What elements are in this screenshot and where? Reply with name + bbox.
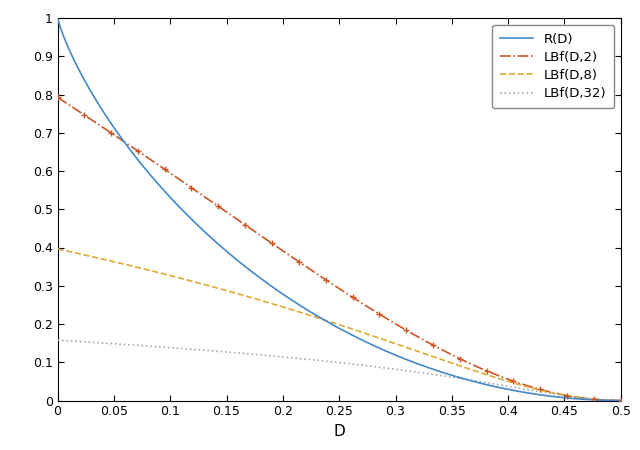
R(D) [600, 397, 608, 403]
LBf(D,8) [617, 398, 625, 403]
LBf(D,32) [600, 397, 608, 403]
LBf(D,2) [497, 374, 505, 379]
LBf(D,32) [83, 339, 90, 345]
Line: LBf(D,8): LBf(D,8) [58, 249, 621, 400]
LBf(D,2) [54, 94, 61, 100]
R(D) [497, 385, 505, 391]
LBf(D,32) [313, 357, 321, 363]
Line: R(D): R(D) [58, 18, 621, 400]
Line: LBf(D,32): LBf(D,32) [58, 340, 621, 400]
R(D) [617, 398, 625, 403]
LBf(D,8) [83, 252, 90, 258]
LBf(D,2) [313, 271, 321, 276]
R(D) [313, 313, 321, 318]
R(D) [83, 81, 90, 86]
R(D) [600, 397, 608, 403]
Legend: R(D), LBf(D,2), LBf(D,8), LBf(D,32): R(D), LBf(D,2), LBf(D,8), LBf(D,32) [492, 25, 614, 108]
LBf(D,32) [617, 398, 625, 403]
LBf(D,32) [497, 382, 505, 388]
LBf(D,2) [600, 397, 608, 403]
R(D) [54, 15, 61, 21]
LBf(D,32) [328, 359, 335, 364]
LBf(D,32) [600, 397, 608, 403]
Line: LBf(D,2): LBf(D,2) [58, 97, 621, 400]
X-axis label: D: D [333, 424, 345, 439]
LBf(D,8) [497, 377, 505, 382]
LBf(D,8) [328, 320, 335, 325]
LBf(D,2) [83, 113, 90, 119]
LBf(D,2) [617, 398, 625, 403]
LBf(D,8) [600, 397, 608, 403]
LBf(D,8) [600, 397, 608, 403]
R(D) [328, 321, 335, 327]
LBf(D,2) [328, 281, 335, 286]
LBf(D,32) [54, 338, 61, 343]
LBf(D,8) [313, 315, 321, 320]
LBf(D,2) [600, 397, 608, 403]
LBf(D,8) [54, 246, 61, 252]
